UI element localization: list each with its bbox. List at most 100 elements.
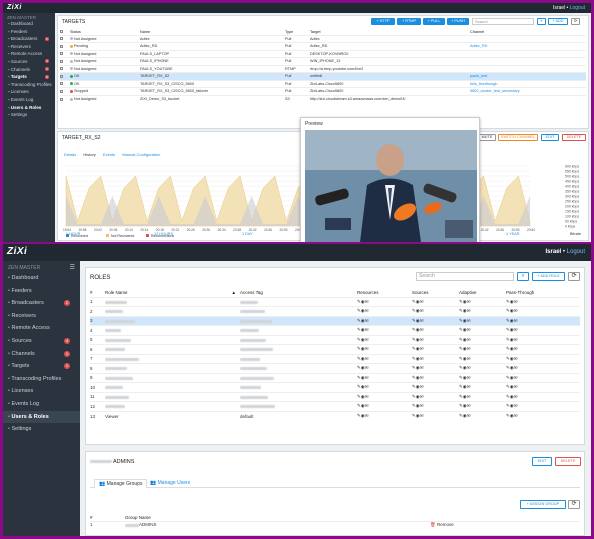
- table-row[interactable]: 6 ✎◉✉ ✎◉✉ ✎◉✉ ✎◉✉: [90, 344, 580, 355]
- search-icon[interactable]: ⌕: [517, 272, 529, 281]
- refresh-icon[interactable]: ⟳: [568, 272, 580, 281]
- role-name[interactable]: [105, 326, 240, 336]
- range-button[interactable]: 1 YEAR: [506, 232, 520, 236]
- table-row[interactable]: 1 ✎◉✉ ✎◉✉ ✎◉✉ ✎◉✉: [90, 297, 580, 307]
- logout-link[interactable]: Logout: [566, 249, 585, 255]
- refresh-icon[interactable]: ⟳: [571, 18, 580, 25]
- table-row[interactable]: Not Assigned FAULS_IPHONE Pull WIN_IPHONE_1…: [60, 57, 586, 66]
- target-name[interactable]: FAULS_YOUTUBE: [140, 66, 173, 71]
- role-name[interactable]: [105, 354, 240, 364]
- target-channel[interactable]: fulls_fixedhough: [470, 81, 498, 86]
- target-name[interactable]: TARGET_RX_S3_CISCO_5800_failover: [140, 89, 209, 94]
- row-checkbox[interactable]: [60, 73, 70, 81]
- sidebar-item-settings[interactable]: ▪ Settings: [3, 423, 80, 436]
- range-button[interactable]: 12 HOURS: [154, 232, 173, 236]
- sidebar-item-broadcasters[interactable]: ▪ Broadcasters 2: [3, 35, 55, 43]
- table-row[interactable]: Stopped TARGET_RX_S3_CISCO_5800_failover P…: [60, 87, 586, 96]
- add-push-button[interactable]: + PUSH: [447, 18, 469, 25]
- sidebar-item-users-roles[interactable]: ▪ Users & Roles: [3, 104, 55, 112]
- row-checkbox[interactable]: [60, 58, 70, 66]
- range-button[interactable]: 1 DAY: [242, 232, 253, 236]
- target-name[interactable]: TARGET_RX_S3_CISCO_5800: [140, 81, 194, 86]
- add-pull-button[interactable]: + PULL: [423, 18, 445, 25]
- table-row[interactable]: 10 ✎◉✉ ✎◉✉ ✎◉✉ ✎◉✉: [90, 382, 580, 393]
- sidebar-item-licenses[interactable]: ▪ Licenses: [3, 88, 55, 96]
- add-rtmp-button[interactable]: + RTMP: [397, 18, 421, 25]
- row-checkbox[interactable]: [60, 35, 70, 43]
- sidebar-item-remote-access[interactable]: ▪ Remote Access: [3, 50, 55, 58]
- logout-link[interactable]: Logout: [569, 5, 585, 11]
- table-row[interactable]: Pending Adtec_RD Pull Adtec_RD Adtec_RD: [60, 42, 586, 51]
- menu-toggle-icon[interactable]: ☰: [69, 265, 75, 271]
- role-name[interactable]: Viewer: [105, 413, 119, 419]
- sidebar-item-feeders[interactable]: ▪ Feeders: [3, 285, 80, 298]
- sidebar-item-sources[interactable]: ▪ Sources 4: [3, 335, 80, 348]
- assign-group-button[interactable]: + ASSIGN GROUP: [520, 500, 566, 509]
- refresh-icon[interactable]: ⟳: [568, 500, 580, 509]
- sidebar-item-receivers[interactable]: ▪ Receivers: [3, 43, 55, 51]
- delete-button[interactable]: DELETE: [555, 457, 581, 466]
- legend-label[interactable]: Reconnections: [151, 234, 174, 238]
- tab-manual-configuration[interactable]: Manual Configuration: [122, 152, 161, 157]
- sidebar-item-transcoding-profiles[interactable]: ▪ Transcoding Profiles: [3, 81, 55, 89]
- role-name[interactable]: [105, 373, 240, 383]
- row-checkbox[interactable]: [60, 43, 70, 51]
- table-row[interactable]: Not Assigned Adtec Pull Adtec: [60, 35, 586, 43]
- switch-channel-button[interactable]: SWITCH CHANNEL: [498, 134, 538, 141]
- target-name[interactable]: Adtec_RD: [140, 44, 158, 49]
- col-type[interactable]: Type: [285, 29, 294, 34]
- targets-search-input[interactable]: Search: [472, 18, 534, 25]
- sidebar-item-channels[interactable]: ▪ Channels 1: [3, 348, 80, 361]
- role-name[interactable]: [105, 307, 240, 317]
- target-channel[interactable]: [470, 35, 586, 43]
- role-name[interactable]: [105, 402, 240, 412]
- table-row[interactable]: Not Assigned ZIXI_Demo_S3_bucket S3 http://…: [60, 95, 586, 103]
- table-row[interactable]: 13 Viewer default ✎◉✉ ✎◉✉ ✎◉✉ ✎◉✉: [90, 411, 580, 421]
- target-name[interactable]: FAULS_LAPTOP: [140, 51, 170, 56]
- sidebar-item-licenses[interactable]: ▪ Licenses: [3, 385, 80, 398]
- table-row[interactable]: OK TARGET_RX_S2 Pull unifiedI pauls_test: [60, 72, 586, 81]
- target-channel[interactable]: [470, 50, 586, 58]
- sidebar-item-remote-access[interactable]: ▪ Remote Access: [3, 322, 80, 335]
- sidebar-item-users-roles[interactable]: ▪ Users & Roles: [3, 410, 80, 424]
- sidebar-item-receivers[interactable]: ▪ Receivers: [3, 310, 80, 323]
- tab-events[interactable]: Events: [102, 152, 116, 157]
- sidebar-item-targets[interactable]: ▪ Targets 1: [3, 360, 80, 373]
- sort-asc-icon[interactable]: ▲: [231, 289, 236, 295]
- add-target-button[interactable]: + ADD: [548, 18, 568, 25]
- tab-details[interactable]: Details: [64, 152, 77, 157]
- target-name[interactable]: TARGET_RX_S2: [140, 74, 170, 79]
- table-row[interactable]: Not Assigned FAULS_YOUTUBE RTMP rtmp://a.rt…: [60, 65, 586, 73]
- target-channel[interactable]: 5800_cluster_test_secondary: [470, 89, 520, 94]
- table-row[interactable]: 7 ✎◉✉ ✎◉✉ ✎◉✉ ✎◉✉: [90, 354, 580, 364]
- search-icon[interactable]: ⌕: [537, 18, 546, 25]
- target-channel[interactable]: Adtec_RD: [470, 44, 488, 49]
- sidebar-item-events-log[interactable]: ▪ Events Log: [3, 398, 80, 411]
- target-channel[interactable]: pauls_test: [470, 74, 488, 79]
- edit-button[interactable]: EDIT: [532, 457, 552, 466]
- legend-label[interactable]: Recovered: [71, 234, 88, 238]
- tab-manage-users[interactable]: 👥 Manage Users: [150, 480, 191, 486]
- row-checkbox[interactable]: [60, 50, 70, 58]
- target-name[interactable]: ZIXI_Demo_S3_bucket: [140, 97, 180, 101]
- row-checkbox[interactable]: [60, 65, 70, 73]
- sidebar-item-channels[interactable]: ▪ Channels 1: [3, 66, 55, 74]
- role-name[interactable]: [105, 345, 240, 355]
- target-channel[interactable]: [470, 95, 586, 103]
- target-channel[interactable]: [470, 65, 586, 73]
- roles-search-input[interactable]: Search: [416, 272, 514, 281]
- table-row[interactable]: 12 ✎◉✉ ✎◉✉ ✎◉✉ ✎◉✉: [90, 401, 580, 412]
- role-name[interactable]: [105, 316, 240, 326]
- col-name[interactable]: Name: [140, 29, 151, 34]
- col-access-tag[interactable]: Access Tag: [240, 289, 263, 295]
- sidebar-item-targets[interactable]: ▪ Targets 1: [3, 73, 55, 81]
- target-name[interactable]: FAULS_IPHONE: [140, 59, 169, 64]
- table-row[interactable]: Not Assigned FAULS_LAPTOP Pull DESKTOP-KOVM…: [60, 50, 586, 58]
- range-button[interactable]: 1 HOUR: [66, 232, 81, 236]
- sidebar-item-feeders[interactable]: ▪ Feeders: [3, 28, 55, 36]
- table-row[interactable]: 4 ✎◉✉ ✎◉✉ ✎◉✉ ✎◉✉: [90, 325, 580, 336]
- col-channel[interactable]: Channel: [470, 29, 485, 34]
- select-all-checkbox[interactable]: [60, 30, 63, 34]
- row-checkbox[interactable]: [60, 80, 70, 88]
- row-checkbox[interactable]: [60, 88, 70, 96]
